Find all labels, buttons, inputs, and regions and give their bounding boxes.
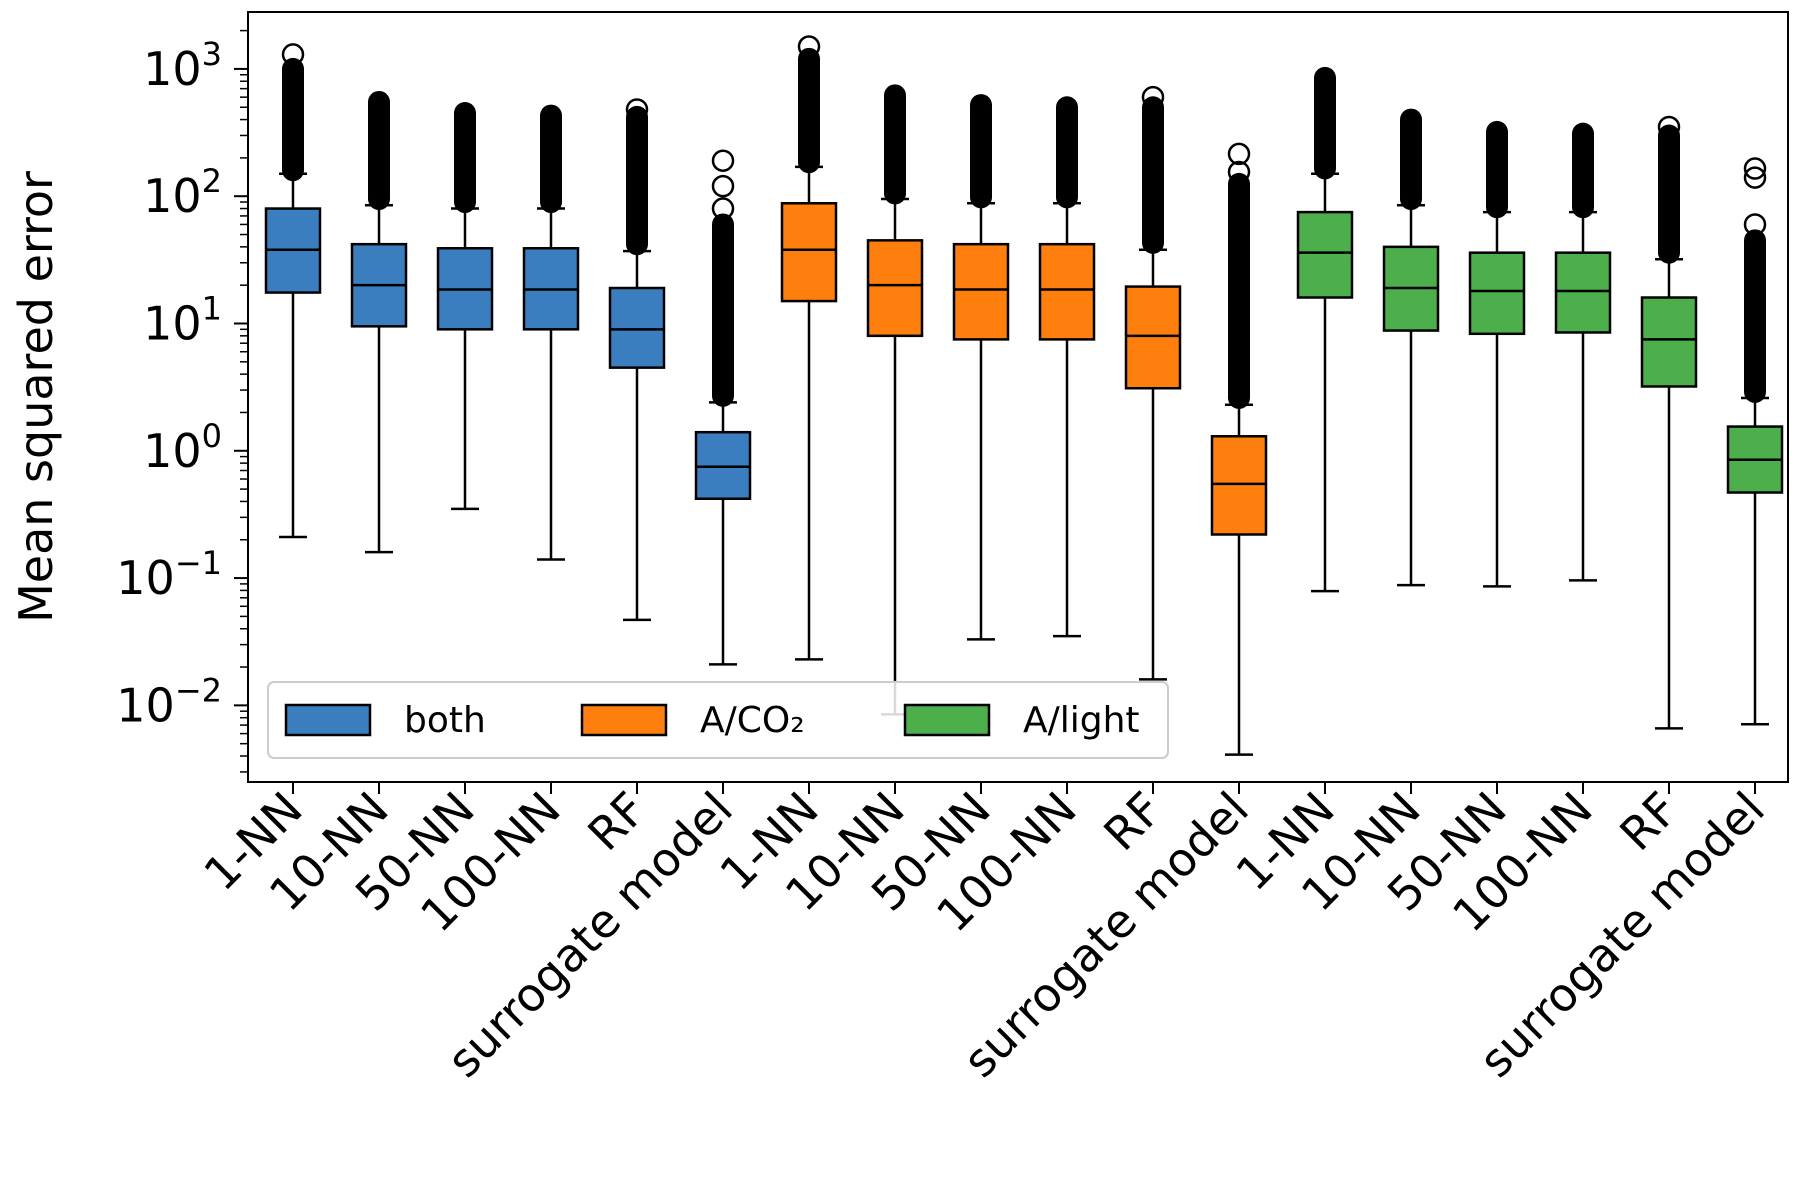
outlier-marker [281,43,305,66]
y-tick-exponent: 2 [202,162,222,200]
outlier-marker [1227,142,1251,166]
box-1 [264,43,322,539]
outlier-marker [711,174,735,198]
box-17 [1640,115,1698,730]
y-tick-exponent: −2 [175,671,222,709]
y-tick-label: 10−1 [116,544,222,605]
y-tick-exponent: 1 [202,289,222,327]
box-10 [1038,96,1096,638]
iqr-box [780,202,838,303]
box-7 [780,35,838,661]
box-9 [952,94,1010,641]
iqr-box [608,286,666,369]
y-tick-base: 10 [143,169,202,223]
box-6 [694,149,752,666]
iqr-box [952,242,1010,341]
y-tick-label: 103 [143,35,222,96]
outlier-marker [1141,85,1165,109]
outlier-marker [711,197,735,220]
outlier-marker [711,149,735,172]
outlier-marker [797,35,821,58]
box-8 [866,84,924,716]
y-tick-label: 100 [143,417,222,478]
y-tick-label: 101 [143,289,222,350]
box-2 [350,90,408,554]
box-15 [1468,120,1526,588]
legend-swatch-3 [903,703,991,737]
iqr-box [1210,435,1268,536]
box-14 [1382,108,1440,587]
outlier-marker [1657,115,1681,139]
iqr-box [1468,251,1526,336]
outlier-marker [1743,166,1767,189]
y-axis-label: Mean squared error [9,171,63,623]
plot-area [264,35,1784,756]
y-tick-base: 10 [143,424,202,478]
iqr-box [866,239,924,338]
legend-swatch-2 [580,703,668,737]
y-tick-label: 10−2 [116,671,222,732]
box-12 [1210,142,1268,756]
box-16 [1554,122,1612,582]
legend-label-1: both [404,700,486,741]
legend-label-3: A/light [1023,700,1140,741]
legend-label-2: A/CO₂ [700,700,805,741]
iqr-box [1124,285,1182,390]
outlier-marker [1743,157,1767,180]
iqr-box [1038,242,1096,341]
iqr-box [1554,251,1612,334]
box-4 [522,104,580,561]
box-18 [1726,157,1784,726]
y-tick-base: 10 [116,678,175,732]
y-tick-label: 102 [143,162,222,223]
iqr-box [1640,296,1698,388]
plot-frame [247,11,1789,783]
legend: both A/CO₂ A/light [267,681,1169,759]
y-tick-base: 10 [116,551,175,605]
iqr-box [1296,210,1354,299]
box-11 [1124,85,1182,681]
y-tick-exponent: 0 [202,417,222,455]
legend-swatch-1 [284,703,372,737]
legend-frame [267,681,1169,759]
y-tick-exponent: 3 [202,35,222,73]
box-13 [1296,66,1354,593]
box-5 [608,98,666,622]
box-3 [436,102,494,511]
y-tick-exponent: −1 [175,544,222,582]
outlier-marker [1227,160,1251,184]
y-tick-base: 10 [143,42,202,96]
outlier-marker [625,98,649,121]
outlier-marker [1743,213,1767,236]
y-tick-base: 10 [143,296,202,350]
